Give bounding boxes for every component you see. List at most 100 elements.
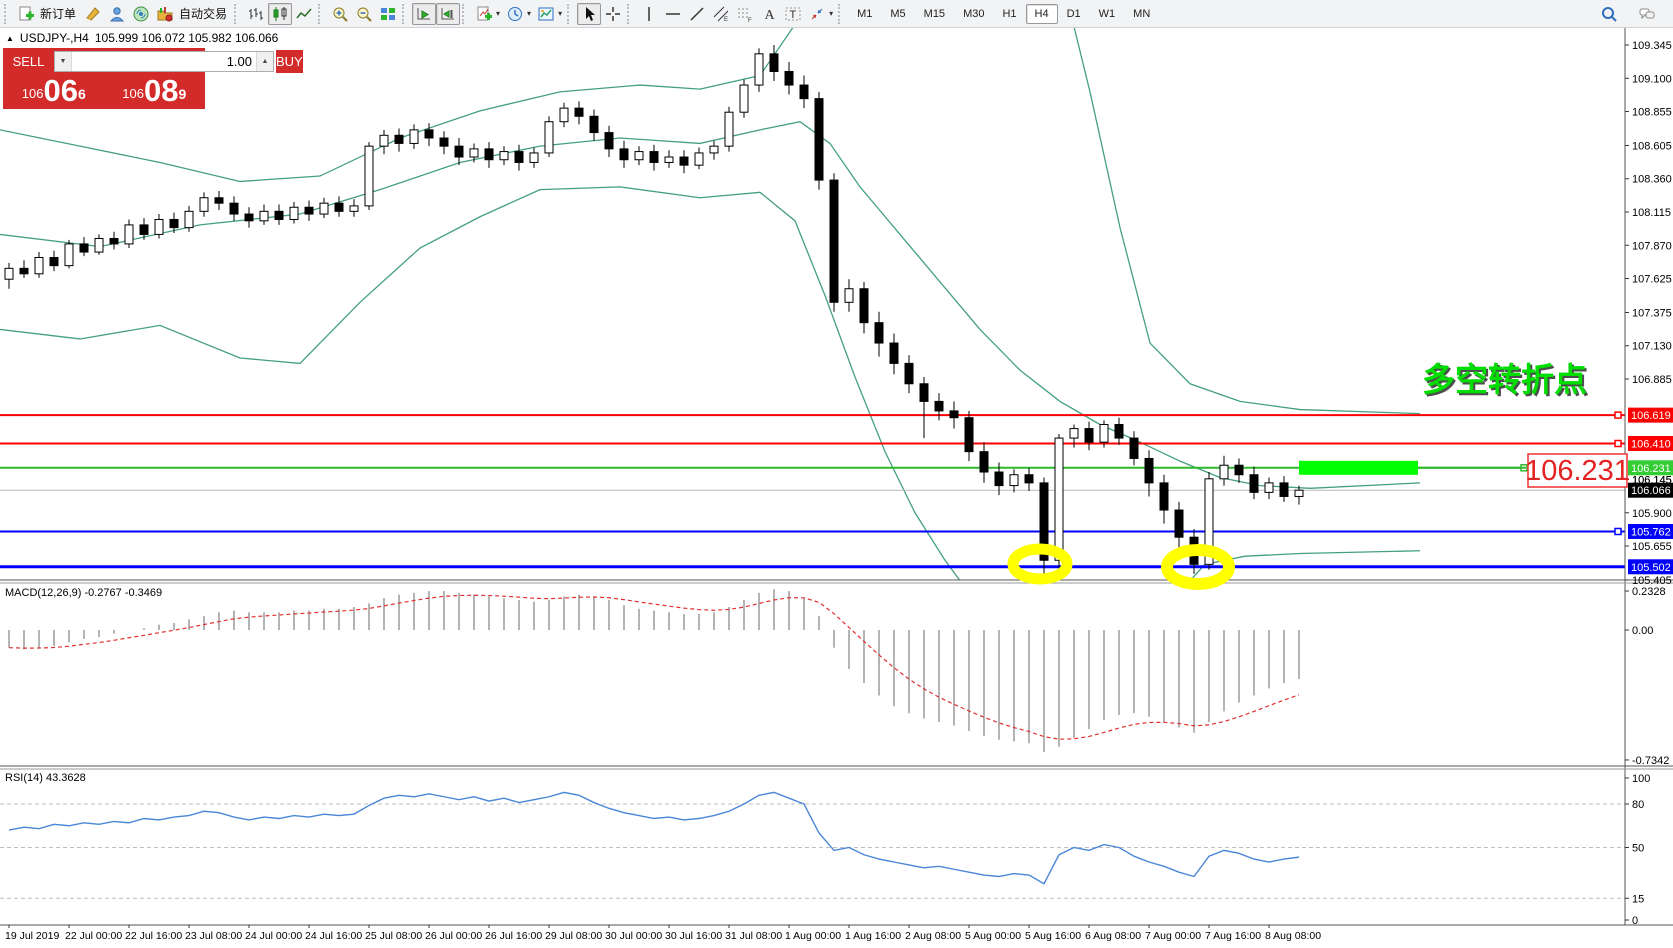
time-axis[interactable]: 19 Jul 2019 22 Jul 00:00 22 Jul 16:00 23 Ju… bbox=[5, 925, 1321, 942]
timeframe-m30-button[interactable]: M30 bbox=[963, 7, 985, 20]
dropdown-caret-icon[interactable]: ▾ bbox=[829, 9, 834, 18]
svg-text:80: 80 bbox=[1632, 799, 1644, 811]
toolbar-grip[interactable] bbox=[567, 3, 573, 24]
highlight-bar[interactable] bbox=[1299, 460, 1418, 475]
indicators-button[interactable]: ▾ bbox=[472, 3, 503, 25]
vertical-line-button[interactable] bbox=[637, 3, 661, 25]
community-button[interactable] bbox=[105, 3, 129, 25]
macd-indicator bbox=[8, 589, 1300, 753]
macd-label: MACD(12,26,9) -0.2767 -0.3469 bbox=[5, 587, 162, 599]
timeframe-h1-button[interactable]: H1 bbox=[1002, 7, 1017, 20]
toolbar-grip[interactable] bbox=[402, 3, 408, 24]
toolbar-grip[interactable] bbox=[4, 3, 10, 24]
dropdown-caret-icon[interactable]: ▾ bbox=[496, 9, 501, 18]
svg-text:105.900: 105.900 bbox=[1632, 508, 1672, 520]
candle bbox=[1069, 428, 1079, 439]
price-callout[interactable]: 106.231 bbox=[1418, 453, 1630, 488]
svg-text:7 Aug 00:00: 7 Aug 00:00 bbox=[1145, 930, 1201, 942]
autoscroll-icon bbox=[415, 5, 433, 23]
timeframe-mn-button[interactable]: MN bbox=[1133, 7, 1151, 20]
svg-text:106.619: 106.619 bbox=[1631, 410, 1671, 422]
toolbar-grip[interactable] bbox=[318, 3, 324, 24]
trendline-button[interactable] bbox=[685, 3, 709, 25]
toolbar-grip[interactable] bbox=[627, 3, 633, 24]
channel-button[interactable]: E bbox=[709, 3, 733, 25]
chart-shift-button[interactable] bbox=[436, 2, 461, 25]
svg-text:24 Jul 00:00: 24 Jul 00:00 bbox=[245, 930, 302, 942]
chart-title: ▲ USDJPY-,H4 105.999 106.072 105.982 106… bbox=[6, 31, 278, 45]
autotrading-button[interactable] bbox=[153, 3, 177, 25]
timeframe-w1-button[interactable]: W1 bbox=[1098, 7, 1116, 20]
svg-text:8 Aug 08:00: 8 Aug 08:00 bbox=[1265, 930, 1321, 942]
arrows-button[interactable]: ▾ bbox=[805, 3, 836, 25]
crosshair-button[interactable] bbox=[601, 3, 625, 25]
volume-increase-button[interactable]: ▲ bbox=[256, 52, 273, 71]
new-order-button[interactable] bbox=[14, 3, 38, 25]
arrows-icon bbox=[808, 5, 826, 23]
autotrading-button-label[interactable]: 自动交易 bbox=[179, 7, 228, 21]
timeframe-m5-button[interactable]: M5 bbox=[890, 7, 906, 20]
text-icon: A bbox=[760, 5, 778, 23]
templates-button[interactable]: ▾ bbox=[534, 3, 565, 25]
new-order-button-label[interactable]: 新订单 bbox=[40, 7, 77, 21]
periods-button[interactable]: ▾ bbox=[503, 3, 534, 25]
chat-icon[interactable] bbox=[1635, 3, 1659, 25]
timeframe-m1-button[interactable]: M1 bbox=[857, 7, 873, 20]
svg-text:108.360: 108.360 bbox=[1632, 174, 1672, 186]
bar-chart-button[interactable] bbox=[244, 3, 268, 25]
text-button[interactable]: A bbox=[757, 3, 781, 25]
svg-text:30 Jul 16:00: 30 Jul 16:00 bbox=[665, 930, 722, 942]
dropdown-caret-icon[interactable]: ▾ bbox=[527, 9, 532, 18]
zoom-out-button[interactable] bbox=[352, 3, 376, 25]
svg-text:107.375: 107.375 bbox=[1632, 307, 1672, 319]
chart-canvas[interactable]: 109.345 109.100 108.855 108.605 108.360 108.1… bbox=[0, 28, 1673, 948]
bollinger-upper-band bbox=[0, 28, 1421, 415]
timeframe-m15-button[interactable]: M15 bbox=[923, 7, 946, 20]
svg-text:107.625: 107.625 bbox=[1632, 274, 1672, 286]
candle bbox=[1084, 428, 1094, 443]
candle bbox=[94, 237, 104, 253]
sell-button[interactable]: SELL bbox=[5, 50, 52, 73]
yellow-circle-annotation[interactable] bbox=[1007, 543, 1073, 585]
line-chart-button[interactable] bbox=[292, 3, 316, 25]
dropdown-caret-icon[interactable]: ▾ bbox=[558, 9, 563, 18]
toolbar-grip[interactable] bbox=[234, 3, 240, 24]
svg-text:6 Aug 08:00: 6 Aug 08:00 bbox=[1085, 930, 1141, 942]
price-axis[interactable]: 109.345 109.100 108.855 108.605 108.360 108.1… bbox=[1625, 40, 1673, 927]
horizontal-line-button[interactable] bbox=[661, 3, 685, 25]
signals-button[interactable] bbox=[129, 3, 153, 25]
candle bbox=[979, 451, 989, 473]
svg-text:0.00: 0.00 bbox=[1632, 625, 1653, 637]
candlestick-chart-button[interactable] bbox=[268, 2, 293, 25]
toolbar-grip[interactable] bbox=[462, 3, 468, 24]
tile-windows-button[interactable] bbox=[376, 3, 400, 25]
timeframe-h4-button[interactable]: H4 bbox=[1025, 3, 1058, 24]
candle bbox=[874, 322, 884, 344]
buy-price[interactable]: 106 08 9 bbox=[105, 74, 203, 107]
buy-button[interactable]: BUY bbox=[276, 50, 303, 73]
yellow-circle-annotation[interactable] bbox=[1161, 544, 1235, 590]
candle bbox=[1264, 482, 1274, 493]
styler-button[interactable] bbox=[81, 3, 105, 25]
volume-decrease-button[interactable]: ▼ bbox=[55, 52, 72, 71]
candle bbox=[1279, 482, 1289, 497]
volume-input[interactable] bbox=[72, 52, 256, 71]
svg-text:30 Jul 00:00: 30 Jul 00:00 bbox=[605, 930, 662, 942]
candle bbox=[919, 383, 929, 402]
sell-price[interactable]: 106 06 6 bbox=[5, 74, 103, 107]
zoom-in-button[interactable] bbox=[328, 3, 352, 25]
toolbar-grip[interactable] bbox=[838, 3, 844, 24]
text-label-button[interactable]: T bbox=[781, 3, 805, 25]
auto-scroll-button[interactable] bbox=[412, 2, 437, 25]
callout-price-text: 106.231 bbox=[1525, 455, 1630, 487]
rsi-line bbox=[8, 791, 1300, 885]
timeframe-d1-button[interactable]: D1 bbox=[1066, 7, 1081, 20]
one-click-collapse-icon[interactable]: ▲ bbox=[6, 33, 14, 43]
fibonacci-button[interactable]: F bbox=[733, 3, 757, 25]
svg-text:106.066: 106.066 bbox=[1631, 485, 1671, 497]
search-icon[interactable] bbox=[1597, 3, 1621, 25]
cursor-button[interactable] bbox=[577, 2, 602, 25]
candle bbox=[1234, 464, 1244, 476]
candle bbox=[994, 471, 1004, 487]
